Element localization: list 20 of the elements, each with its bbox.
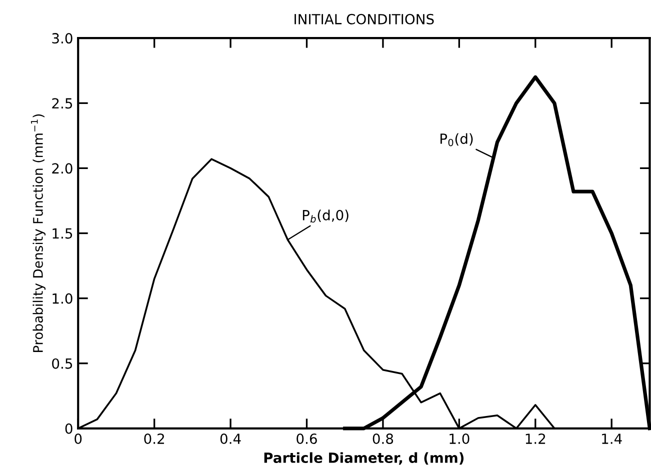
y-tick-label: 2.5 (52, 98, 72, 109)
y-tick-label: 1.0 (52, 293, 72, 304)
x-tick-label: 1.0 (450, 434, 470, 444)
y-tick-label: 2.0 (52, 163, 72, 174)
chart-title: INITIAL CONDITIONS (294, 14, 434, 24)
y-tick-label: 0 (65, 423, 72, 434)
x-tick-label: 0.2 (144, 434, 164, 444)
x-tick-label: 1.4 (602, 434, 622, 444)
y-tick-label: 1.5 (52, 228, 72, 239)
x-tick-label: 0.6 (296, 434, 317, 444)
series-label: P$_{b}$(d,0) (302, 210, 348, 223)
y-axis-title: Probability Density Function (mm$^{−1}$) (30, 114, 46, 352)
x-tick-label: 1.2 (526, 434, 546, 444)
y-tick-label: 0.5 (52, 358, 72, 369)
y-tick-label: 3.0 (52, 33, 72, 44)
x-axis-title: Particle Diameter, d (mm) (264, 452, 464, 465)
series-label: P$_{0}$(d) (440, 133, 473, 146)
x-tick-label: 0.4 (220, 434, 241, 444)
x-tick-label: 0.8 (372, 434, 394, 444)
x-tick-label: 0 (74, 434, 82, 444)
